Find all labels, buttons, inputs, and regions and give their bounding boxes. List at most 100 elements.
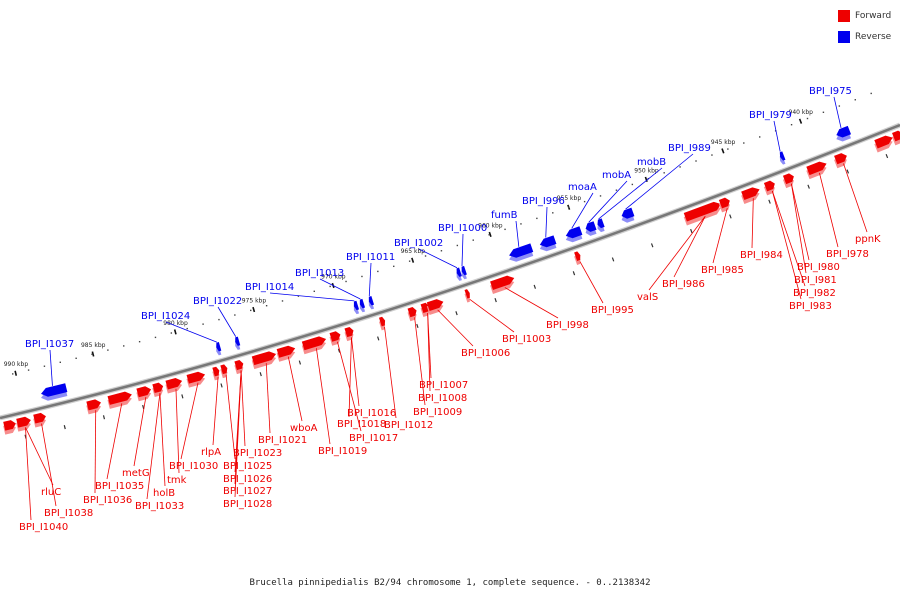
forward-gene-block-face (165, 378, 183, 390)
reverse-gene-label: BPI_I996 (522, 196, 565, 207)
forward-gene-label: BPI_I1021 (258, 435, 307, 446)
forward-gene-label: BPI_I1027 (223, 486, 272, 497)
reverse-leader-line (588, 180, 628, 223)
minor-tick (393, 265, 395, 268)
forward-gene-block (464, 289, 470, 303)
forward-gene-label: BPI_I1017 (349, 433, 398, 444)
forward-gene-block-face (301, 336, 327, 351)
forward-gene-label: BPI_I995 (591, 305, 634, 316)
tick-label: 955 kbp (557, 195, 582, 202)
forward-gene-block (301, 336, 327, 355)
minor-tick (631, 183, 634, 186)
reverse-gene-block-face (461, 265, 467, 276)
forward-leader-line (175, 388, 180, 474)
forward-gene-label: holB (153, 488, 175, 499)
forward-leader-line (225, 374, 236, 460)
reverse-gene-label: mobA (602, 170, 631, 181)
minor-tick (599, 195, 602, 197)
minor-tick (567, 206, 570, 208)
reverse-gene-label: BPI_I1037 (25, 339, 74, 350)
reverse-gene-label: BPI_I1011 (346, 252, 395, 263)
tick-mark (411, 257, 415, 263)
forward-gene-block-face (378, 316, 386, 327)
forward-gene-block-face (186, 371, 206, 384)
reverse-leader-line (49, 349, 53, 386)
minor-tick (408, 260, 411, 262)
minor-tick (822, 111, 825, 113)
tick-mark (644, 176, 648, 182)
reverse-gene-label: BPI_I975 (809, 86, 852, 97)
reverse-gene-block (359, 298, 366, 313)
forward-gene-block-face (234, 360, 244, 371)
forward-leader-line (771, 190, 802, 300)
tick-mark (488, 231, 492, 238)
backbone-shadow (0, 122, 900, 421)
forward-gene-block-face (574, 251, 581, 261)
minor-tick (679, 166, 681, 168)
forward-leader-line (414, 317, 426, 406)
reverse-gene-label: BPI_I1013 (295, 268, 344, 279)
minor-tick (456, 244, 459, 247)
minor-tick (12, 373, 14, 375)
forward-leader-line (337, 341, 362, 432)
reverse-leader-line (461, 233, 464, 267)
forward-leader-line (234, 370, 242, 473)
reverse-leader-line (418, 248, 458, 269)
forward-gene-block-face (782, 173, 794, 185)
tick-mark (14, 370, 18, 376)
forward-leader-line (351, 337, 360, 407)
minor-tick (572, 271, 576, 276)
forward-leader-line (212, 377, 219, 446)
minor-tick (138, 340, 141, 343)
forward-gene-block (834, 153, 847, 169)
minor-tick (650, 243, 654, 248)
tick-label: 965 kbp (401, 248, 426, 255)
tick-label: 970 kbp (321, 273, 346, 280)
forward-gene-block-face (874, 135, 893, 149)
minor-tick (424, 255, 427, 257)
forward-gene-label: BPI_I1019 (318, 446, 367, 457)
forward-leader-line (133, 396, 147, 467)
forward-gene-block-face (407, 307, 417, 318)
forward-gene-label: BPI_I1038 (44, 508, 93, 519)
minor-tick (377, 336, 380, 341)
forward-gene-block (892, 130, 900, 146)
minor-tick (91, 353, 93, 355)
minor-tick (807, 184, 810, 189)
minor-tick (504, 228, 506, 231)
minor-tick (170, 332, 173, 334)
legend-reverse-label: Reverse (855, 32, 892, 42)
forward-gene-block (718, 197, 730, 213)
forward-gene-label: BPI_I1028 (223, 499, 272, 510)
forward-gene-block (234, 360, 244, 375)
tick-mark (721, 148, 725, 154)
minor-tick (663, 172, 665, 174)
forward-gene-label: BPI_I1008 (418, 393, 467, 404)
minor-tick (729, 214, 732, 219)
gene-blocks (3, 125, 900, 435)
reverse-leader-line (217, 306, 237, 337)
minor-tick (250, 309, 252, 312)
minor-tick (281, 300, 284, 302)
forward-gene-block (33, 412, 46, 428)
reverse-gene-block (565, 226, 583, 243)
forward-gene-block-face (426, 299, 444, 311)
forward-gene-block (16, 416, 31, 432)
forward-gene-label: rlpA (201, 447, 221, 458)
forward-gene-block (276, 345, 296, 362)
forward-gene-block (251, 351, 277, 370)
reverse-leader-line (773, 120, 781, 152)
reverse-gene-label: BPI_I1024 (141, 311, 190, 322)
forward-leader-line (265, 363, 271, 434)
tick-label: 945 kbp (711, 139, 736, 146)
forward-gene-block (329, 331, 341, 346)
minor-tick (552, 212, 554, 214)
forward-gene-label: BPI_I978 (826, 249, 869, 260)
forward-gene-block (3, 420, 16, 435)
tick-label: 950 kbp (634, 167, 659, 174)
forward-leader-line (25, 427, 54, 486)
reverse-leader-line (545, 206, 548, 238)
minor-tick (520, 223, 522, 225)
reverse-gene-block-face (597, 218, 605, 229)
minor-tick (472, 239, 474, 241)
